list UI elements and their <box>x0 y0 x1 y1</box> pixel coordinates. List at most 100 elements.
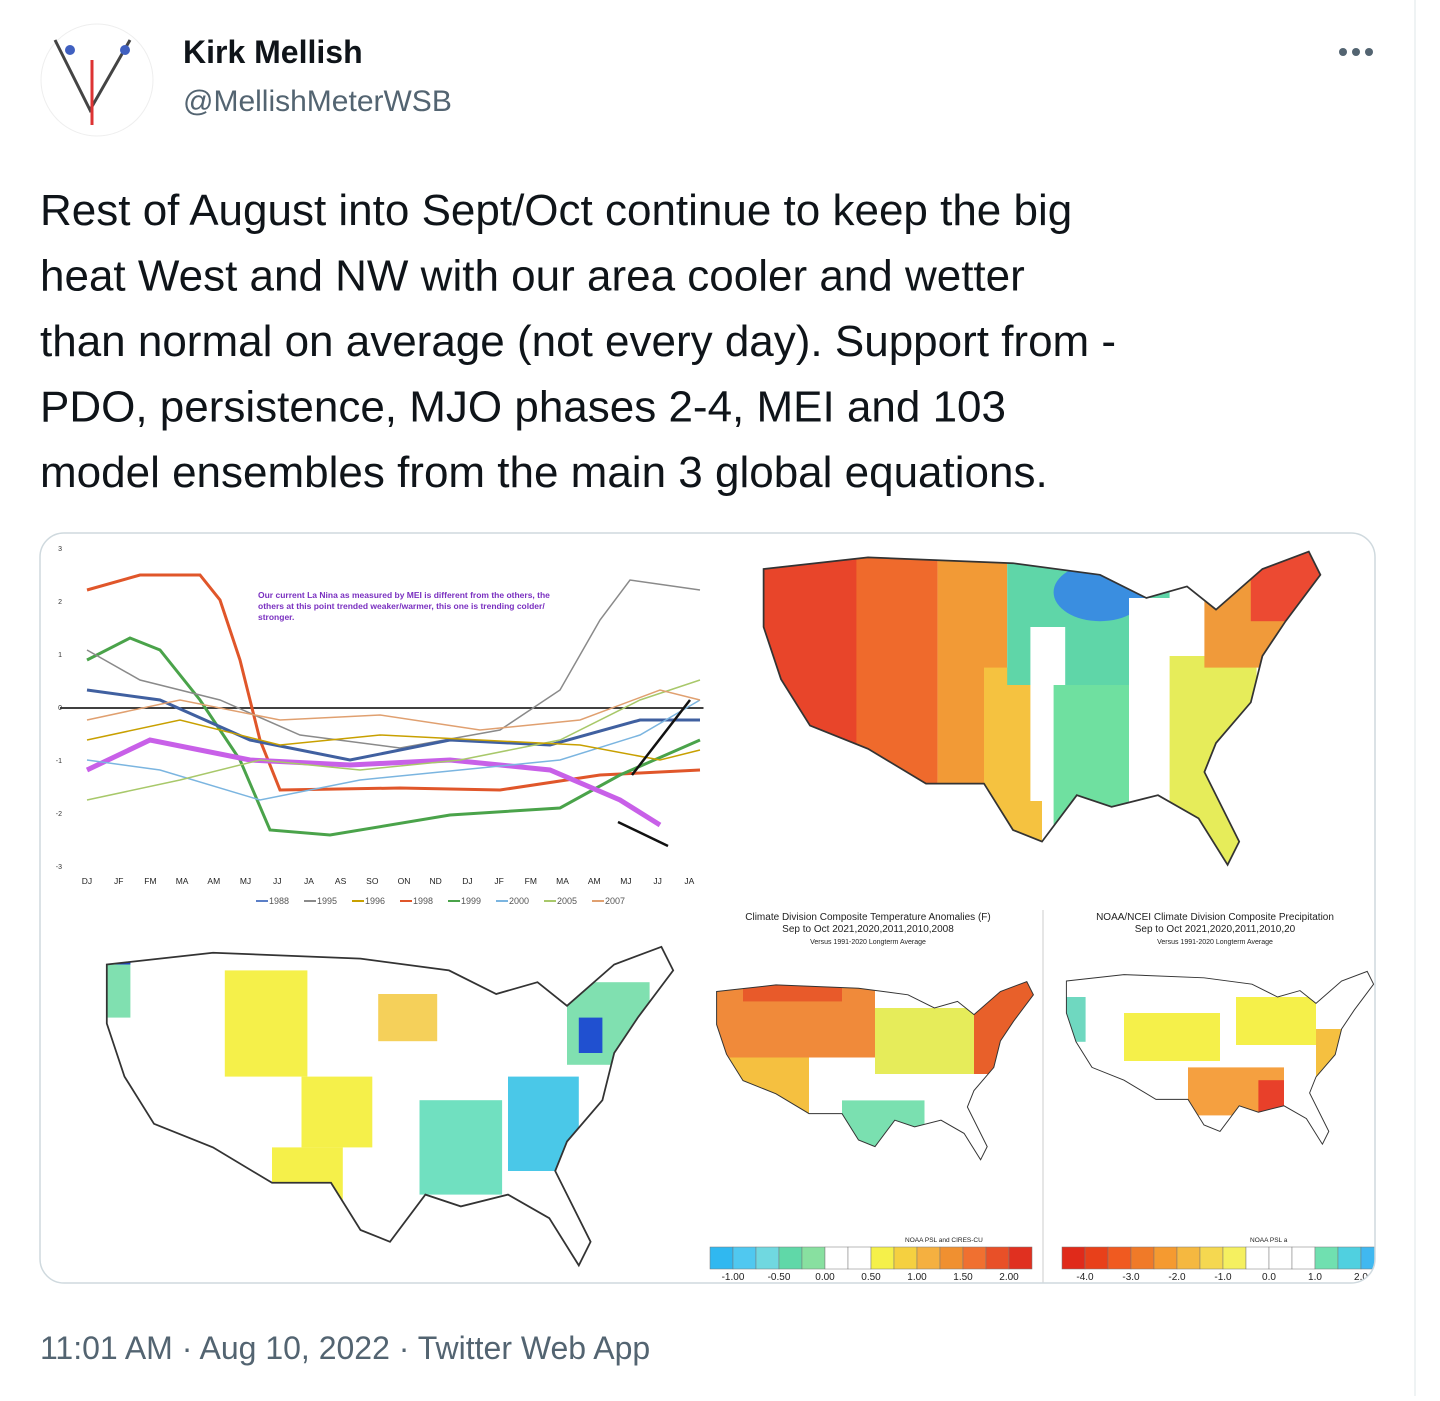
colorbar-cell <box>939 1246 964 1270</box>
x-tick-label: JA <box>684 876 694 886</box>
colorbar-cell <box>1153 1246 1178 1270</box>
map-credit: NOAA PSL and CIRES-CU <box>905 1237 983 1244</box>
chart-annotation: others at this point trended weaker/warm… <box>258 601 545 611</box>
colorbar-cell <box>916 1246 941 1270</box>
map-title: Versus 1991-2020 Longterm Average <box>1157 939 1273 946</box>
colorbar-cell <box>1107 1246 1132 1270</box>
colorbar-cell <box>1061 1246 1086 1270</box>
colorbar-cell <box>1084 1246 1109 1270</box>
y-tick-label: -1 <box>56 758 62 765</box>
tweet-line: than normal on average (not every day). … <box>40 317 1116 366</box>
tweet-line: PDO, persistence, MJO phases 2-4, MEI an… <box>40 383 1006 432</box>
x-tick-label: SO <box>366 876 379 886</box>
colorbar-cell <box>1008 1246 1033 1270</box>
colorbar-cell <box>1222 1246 1247 1270</box>
x-tick-label: AM <box>207 876 220 886</box>
tweet-line: Rest of August into Sept/Oct continue to… <box>40 186 1072 235</box>
tweet-line: model ensembles from the main 3 global e… <box>40 448 1048 497</box>
author-name[interactable]: Kirk Mellish <box>183 34 363 70</box>
x-tick-label: FM <box>144 876 156 886</box>
colorbar-label: 0.00 <box>815 1272 835 1283</box>
colorbar-cell <box>1314 1246 1339 1270</box>
x-tick-label: MJ <box>620 876 631 886</box>
map-title: Climate Division Composite Temperature A… <box>745 912 990 923</box>
separator: · <box>390 1330 418 1366</box>
media-border <box>39 532 1376 1284</box>
footer-date[interactable]: Aug 10, 2022 <box>200 1330 390 1366</box>
colorbar-cell <box>893 1246 918 1270</box>
colorbar-cell <box>1337 1246 1362 1270</box>
colorbar-label: -1.00 <box>722 1272 745 1283</box>
colorbar-cell <box>1245 1246 1270 1270</box>
x-tick-label: AS <box>335 876 347 886</box>
legend-label: 2000 <box>509 896 529 906</box>
map-title: Sep to Oct 2021,2020,2011,2010,20 <box>1135 924 1296 935</box>
colorbar-cell <box>824 1246 849 1270</box>
y-tick-label: 0 <box>58 705 62 712</box>
tweet-footer: 11:01 AM · Aug 10, 2022 · Twitter Web Ap… <box>40 1330 650 1366</box>
colorbar-cell <box>1176 1246 1201 1270</box>
more-button[interactable] <box>1339 48 1373 56</box>
colorbar-cell <box>847 1246 872 1270</box>
x-tick-label: MA <box>556 876 569 886</box>
map-title: Versus 1991-2020 Longterm Average <box>810 939 926 946</box>
x-tick-label: JA <box>304 876 314 886</box>
legend-label: 2005 <box>557 896 577 906</box>
legend-label: 1998 <box>413 896 433 906</box>
tweet-text: Rest of August into Sept/Oct continue to… <box>40 186 1116 497</box>
legend-label: 1988 <box>269 896 289 906</box>
colorbar-cell <box>1199 1246 1224 1270</box>
x-tick-label: FM <box>525 876 537 886</box>
colorbar-cell <box>985 1246 1010 1270</box>
colorbar-label: 1.50 <box>953 1272 973 1283</box>
colorbar-label: -0.50 <box>768 1272 791 1283</box>
map-credit: NOAA PSL a <box>1250 1237 1288 1244</box>
colorbar-cell <box>755 1246 780 1270</box>
y-tick-label: 3 <box>58 546 62 553</box>
separator: · <box>173 1330 200 1366</box>
tweet-line: heat West and NW with our area cooler an… <box>40 252 1025 301</box>
y-tick-label: -3 <box>56 864 62 871</box>
colorbar-label: -4.0 <box>1076 1272 1094 1283</box>
footer-source[interactable]: Twitter Web App <box>418 1330 650 1366</box>
legend-label: 1999 <box>461 896 481 906</box>
colorbar-cell <box>1130 1246 1155 1270</box>
avatar <box>40 23 154 137</box>
author-handle[interactable]: @MellishMeterWSB <box>183 85 452 118</box>
map-title: Sep to Oct 2021,2020,2011,2010,2008 <box>782 924 954 935</box>
x-tick-label: AM <box>588 876 601 886</box>
x-tick-label: MA <box>176 876 189 886</box>
x-tick-label: ND <box>430 876 442 886</box>
colorbar-cell <box>1360 1246 1375 1270</box>
chart-annotation: stronger. <box>258 612 294 622</box>
colorbar-label: 2.00 <box>999 1272 1019 1283</box>
colorbar-cell <box>870 1246 895 1270</box>
colorbar-label: 1.0 <box>1308 1272 1322 1283</box>
y-tick-label: -2 <box>56 811 62 818</box>
colorbar-label: 2.0 <box>1354 1272 1368 1283</box>
legend-label: 1996 <box>365 896 385 906</box>
y-tick-label: 1 <box>58 652 62 659</box>
colorbar-cell <box>1268 1246 1293 1270</box>
map-title: NOAA/NCEI Climate Division Composite Pre… <box>1096 912 1334 923</box>
x-tick-label: JJ <box>273 876 282 886</box>
colorbar-cell <box>778 1246 803 1270</box>
timestamp: 11:01 AM · Aug 10, 2022 · Twitter Web Ap… <box>40 1330 650 1366</box>
colorbar-label: -1.0 <box>1214 1272 1232 1283</box>
y-tick-label: 2 <box>58 599 62 606</box>
x-tick-label: JF <box>114 876 123 886</box>
x-tick-label: JF <box>494 876 503 886</box>
colorbar-label: -2.0 <box>1168 1272 1186 1283</box>
colorbar-cell <box>709 1246 734 1270</box>
colorbar-label: 0.50 <box>861 1272 881 1283</box>
footer-time[interactable]: 11:01 AM <box>40 1330 173 1366</box>
colorbar-label: 0.0 <box>1262 1272 1276 1283</box>
x-tick-label: DJ <box>462 876 472 886</box>
x-tick-label: JJ <box>653 876 662 886</box>
x-tick-label: ON <box>398 876 411 886</box>
colorbar-cell <box>962 1246 987 1270</box>
x-tick-label: DJ <box>82 876 92 886</box>
media[interactable]: Our current La Nina as measured by MEI i… <box>40 533 1384 1289</box>
legend-label: 2007 <box>605 896 625 906</box>
